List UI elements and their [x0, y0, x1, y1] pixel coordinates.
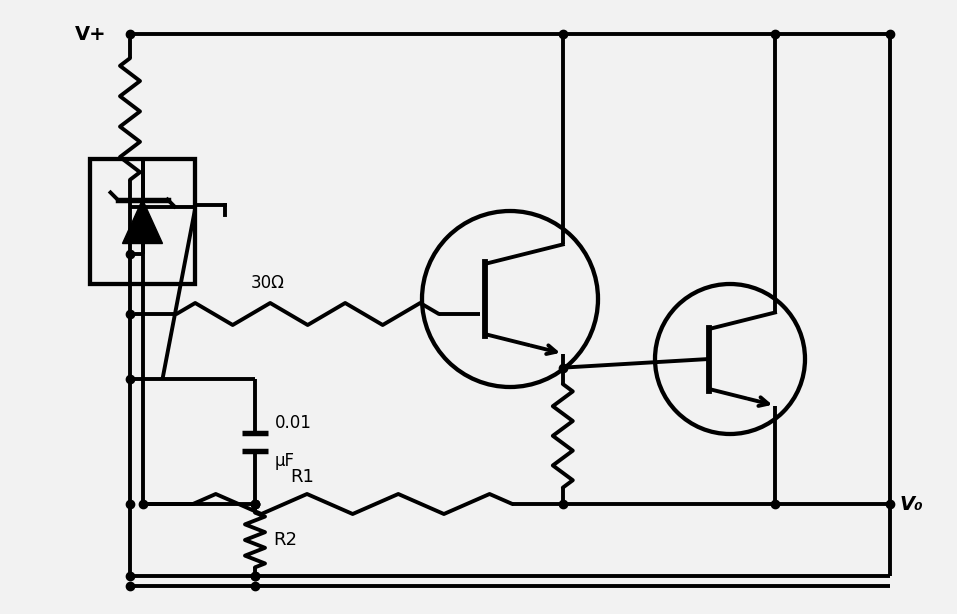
Text: 30Ω: 30Ω: [251, 274, 284, 292]
Text: V₀: V₀: [900, 494, 924, 513]
Text: R2: R2: [273, 531, 297, 549]
Polygon shape: [122, 200, 163, 244]
Text: V+: V+: [75, 25, 106, 44]
Text: R1: R1: [291, 468, 315, 486]
Bar: [90, 159, 195, 284]
Text: 0.01: 0.01: [275, 413, 312, 432]
Text: μF: μF: [275, 451, 295, 470]
